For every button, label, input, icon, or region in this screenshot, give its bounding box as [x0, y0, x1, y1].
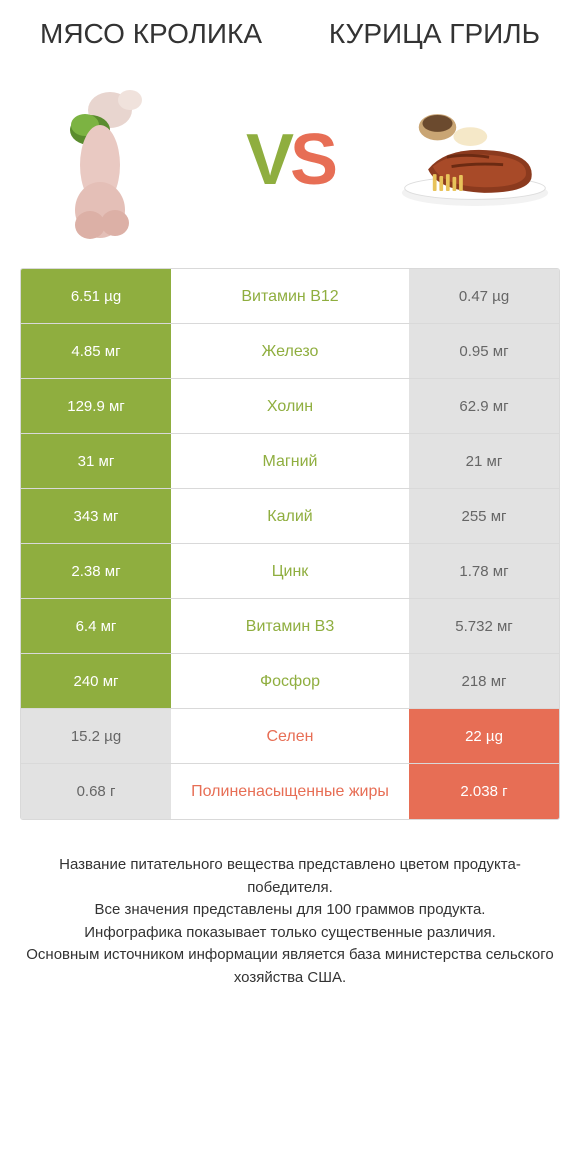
right-value-cell: 218 мг: [409, 654, 559, 708]
table-row: 2.38 мгЦинк1.78 мг: [21, 544, 559, 599]
footer-line-2: Все значения представлены для 100 граммо…: [24, 899, 556, 922]
left-value-cell: 15.2 µg: [21, 709, 171, 763]
right-value-cell: 255 мг: [409, 489, 559, 543]
table-row: 4.85 мгЖелезо0.95 мг: [21, 324, 559, 379]
vs-row: VS: [0, 60, 580, 260]
right-value-cell: 0.95 мг: [409, 324, 559, 378]
vs-s: S: [290, 120, 334, 200]
left-product-title: МЯСО КРОЛИКА: [40, 18, 290, 50]
nutrient-name-cell: Калий: [171, 489, 409, 543]
left-value-cell: 129.9 мг: [21, 379, 171, 433]
nutrient-name-cell: Витамин B12: [171, 269, 409, 323]
right-value-cell: 21 мг: [409, 434, 559, 488]
left-value-cell: 4.85 мг: [21, 324, 171, 378]
comparison-table: 6.51 µgВитамин B120.47 µg4.85 мгЖелезо0.…: [20, 268, 560, 820]
left-value-cell: 31 мг: [21, 434, 171, 488]
footer-notes: Название питательного вещества представл…: [0, 820, 580, 989]
left-value-cell: 6.51 µg: [21, 269, 171, 323]
footer-line-3: Инфографика показывает только существенн…: [24, 922, 556, 945]
left-value-cell: 240 мг: [21, 654, 171, 708]
table-row: 0.68 гПолиненасыщенные жиры2.038 г: [21, 764, 559, 819]
nutrient-name-cell: Фосфор: [171, 654, 409, 708]
table-row: 240 мгФосфор218 мг: [21, 654, 559, 709]
left-value-cell: 6.4 мг: [21, 599, 171, 653]
nutrient-name-cell: Железо: [171, 324, 409, 378]
vs-label: VS: [246, 119, 334, 201]
nutrient-name-cell: Витамин B3: [171, 599, 409, 653]
table-row: 129.9 мгХолин62.9 мг: [21, 379, 559, 434]
table-row: 31 мгМагний21 мг: [21, 434, 559, 489]
nutrient-name-cell: Холин: [171, 379, 409, 433]
nutrient-name-cell: Магний: [171, 434, 409, 488]
table-row: 15.2 µgСелен22 µg: [21, 709, 559, 764]
nutrient-name-cell: Цинк: [171, 544, 409, 598]
right-product-title: КУРИЦА ГРИЛЬ: [290, 18, 540, 50]
left-value-cell: 343 мг: [21, 489, 171, 543]
right-value-cell: 2.038 г: [409, 764, 559, 819]
right-value-cell: 62.9 мг: [409, 379, 559, 433]
left-value-cell: 2.38 мг: [21, 544, 171, 598]
right-value-cell: 22 µg: [409, 709, 559, 763]
table-row: 6.51 µgВитамин B120.47 µg: [21, 269, 559, 324]
right-value-cell: 1.78 мг: [409, 544, 559, 598]
vs-v: V: [246, 120, 290, 200]
table-row: 6.4 мгВитамин B35.732 мг: [21, 599, 559, 654]
left-food-image: [30, 70, 180, 250]
footer-line-4: Основным источником информации является …: [24, 944, 556, 989]
table-row: 343 мгКалий255 мг: [21, 489, 559, 544]
right-value-cell: 5.732 мг: [409, 599, 559, 653]
nutrient-name-cell: Полиненасыщенные жиры: [171, 764, 409, 819]
left-value-cell: 0.68 г: [21, 764, 171, 819]
right-food-image: [400, 70, 550, 250]
footer-line-1: Название питательного вещества представл…: [24, 854, 556, 899]
header: МЯСО КРОЛИКА КУРИЦА ГРИЛЬ: [0, 0, 580, 60]
right-value-cell: 0.47 µg: [409, 269, 559, 323]
nutrient-name-cell: Селен: [171, 709, 409, 763]
